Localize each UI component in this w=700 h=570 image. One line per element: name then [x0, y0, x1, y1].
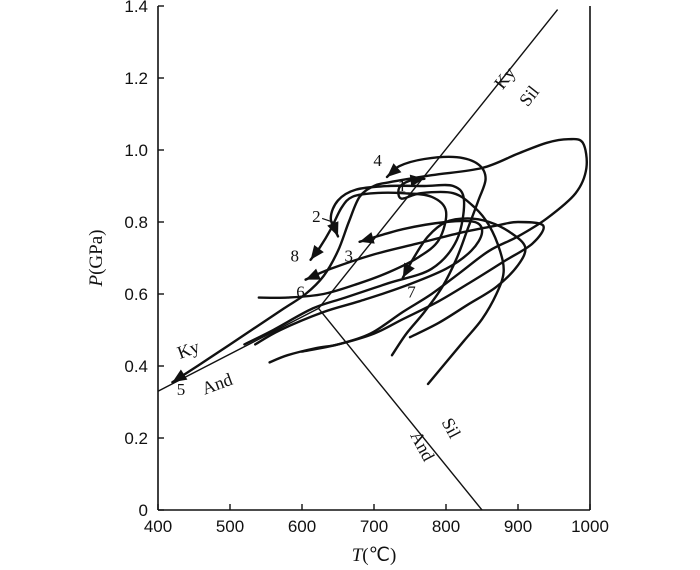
- x-tick-label: 800: [432, 517, 460, 536]
- y-tick-label: 0.4: [124, 357, 148, 376]
- pt-path-label-6: 6: [296, 283, 305, 302]
- reaction-line-sil-and: [318, 307, 483, 511]
- x-tick-label: 400: [144, 517, 172, 536]
- x-tick-label: 1000: [571, 517, 609, 536]
- pt-path-1: [397, 177, 505, 386]
- pt-path-label-7: 7: [407, 283, 416, 302]
- x-tick-label: 900: [504, 517, 532, 536]
- pt-path-label-2: 2: [312, 207, 321, 226]
- pt-path-label-8: 8: [291, 247, 300, 266]
- pt-path-8: [257, 191, 448, 300]
- pt-path-4: [385, 155, 487, 357]
- field-label-and: And: [406, 428, 438, 465]
- pt-path-5: [171, 137, 588, 384]
- y-tick-label: 1.2: [124, 69, 148, 88]
- pt-path-arrow-7: [402, 262, 415, 278]
- pt-path-label-3: 3: [345, 247, 354, 266]
- y-axis-ticks: 0 0.2 0.4 0.6 0.8 1.0 1.2 1.4: [124, 0, 164, 520]
- x-tick-label: 500: [216, 517, 244, 536]
- x-tick-label: 700: [360, 517, 388, 536]
- field-label-sil: Sil: [515, 82, 543, 110]
- field-label-sil: Sil: [438, 414, 465, 441]
- x-axis-title: T(℃): [352, 545, 397, 566]
- pt-path-label-4: 4: [373, 151, 382, 170]
- y-axis-title: P(GPa): [86, 230, 107, 288]
- pt-path-arrow-3: [359, 232, 375, 244]
- y-tick-label: 0.6: [124, 285, 148, 304]
- pt-path-arrow-8: [310, 245, 324, 260]
- pt-path-7: [401, 217, 527, 339]
- x-axis-ticks: 400 500 600 700 800 900 1000: [144, 504, 609, 536]
- pt-path-label-5: 5: [177, 380, 186, 399]
- y-tick-label: 0: [139, 501, 148, 520]
- pt-path-arrow-6: [305, 268, 321, 280]
- plot-frame: [157, 6, 591, 511]
- y-tick-label: 1.4: [124, 0, 148, 16]
- x-tick-label: 600: [288, 517, 316, 536]
- field-label-ky: Ky: [175, 336, 203, 362]
- pt-path-2-leader: [321, 217, 339, 225]
- pt-path-6: [300, 220, 545, 353]
- pt-path-arrow-4: [387, 163, 402, 177]
- y-tick-label: 0.8: [124, 213, 148, 232]
- pt-path-2: [243, 183, 466, 346]
- pt-path-arrow-5: [172, 369, 188, 383]
- y-tick-label: 1.0: [124, 141, 148, 160]
- field-label-and: And: [199, 369, 235, 398]
- pt-path-arrow-2: [327, 221, 339, 237]
- y-tick-label: 0.2: [124, 429, 148, 448]
